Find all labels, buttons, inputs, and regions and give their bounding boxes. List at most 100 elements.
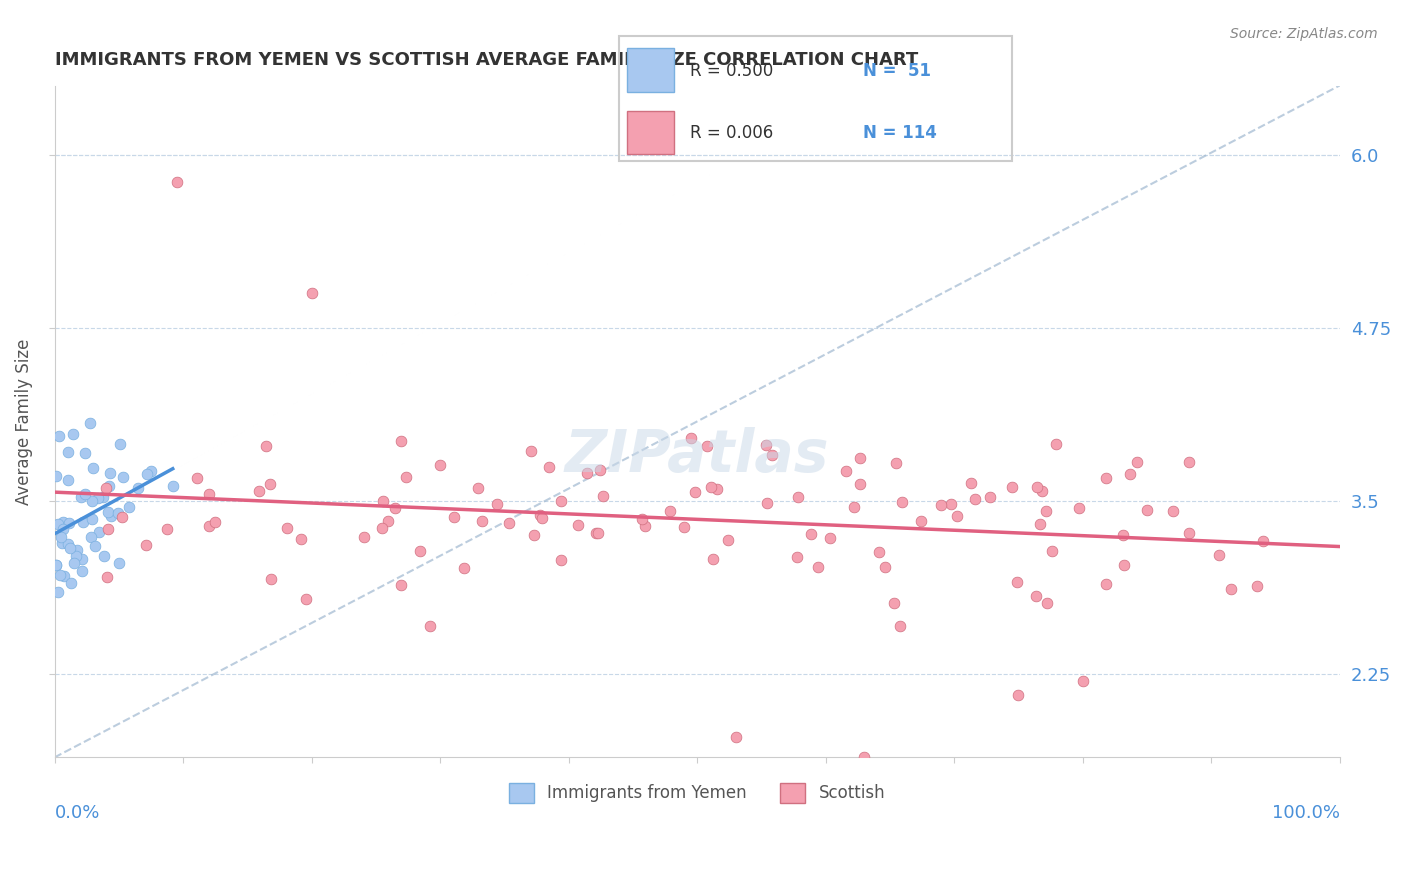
Point (498, 516, 520, 530)
Point (301, 286, 323, 301)
Point (633, 519, 655, 533)
Point (49, 568, 72, 582)
Point (395, 469, 418, 483)
Point (1246, 579, 1268, 593)
Point (127, 481, 149, 495)
Point (1208, 549, 1230, 563)
Point (45, 558, 67, 573)
Point (787, 490, 810, 504)
Point (186, 471, 208, 485)
Point (658, 504, 681, 518)
Point (389, 578, 412, 592)
Point (706, 482, 728, 496)
Point (72, 515, 94, 529)
Point (786, 550, 808, 565)
Point (53, 568, 76, 582)
Point (1178, 525, 1201, 540)
Point (97, 522, 120, 536)
Point (82, 460, 104, 475)
Text: ZIPatlas: ZIPatlas (565, 426, 830, 483)
Point (696, 439, 718, 453)
Point (467, 481, 489, 495)
Point (295, 591, 318, 606)
Point (1119, 467, 1142, 481)
Point (1112, 528, 1135, 542)
Point (1112, 558, 1135, 572)
Point (204, 516, 226, 530)
Point (589, 463, 612, 477)
Point (849, 450, 872, 465)
Point (52, 516, 75, 530)
Point (353, 530, 375, 544)
Point (373, 494, 395, 508)
Point (717, 533, 740, 548)
Point (755, 496, 778, 510)
Text: 0.0%: 0.0% (55, 805, 100, 822)
Point (429, 458, 451, 472)
Point (453, 561, 475, 575)
Point (1251, 534, 1274, 549)
Point (931, 498, 953, 512)
Point (110, 437, 132, 451)
Point (80, 530, 103, 544)
Point (135, 467, 157, 481)
Point (550, 494, 572, 508)
Point (384, 500, 406, 515)
Point (118, 500, 141, 515)
Point (75, 486, 97, 500)
Point (567, 518, 589, 533)
Point (48, 429, 70, 443)
Text: N = 114: N = 114 (863, 124, 936, 142)
Point (1029, 516, 1052, 531)
Point (70, 491, 93, 505)
Point (84, 539, 107, 553)
Point (60, 576, 83, 591)
Point (486, 497, 509, 511)
Point (72, 564, 94, 578)
Point (107, 507, 129, 521)
Point (156, 522, 179, 536)
Point (1095, 471, 1118, 485)
Point (247, 483, 270, 498)
Point (254, 439, 277, 453)
Point (1001, 480, 1024, 494)
Point (1040, 544, 1063, 558)
Point (1135, 503, 1157, 517)
Point (162, 478, 184, 492)
Text: R = 0.500: R = 0.500 (689, 62, 773, 79)
Point (1220, 582, 1243, 596)
Point (389, 434, 412, 448)
Point (884, 456, 907, 470)
Point (550, 553, 572, 567)
Point (409, 544, 432, 558)
Point (290, 533, 312, 547)
Point (520, 443, 543, 458)
Point (849, 477, 872, 491)
Point (98, 467, 121, 481)
Point (910, 515, 932, 529)
Point (631, 512, 654, 526)
Point (45, 469, 67, 483)
Text: 100.0%: 100.0% (1271, 805, 1340, 822)
Point (1035, 503, 1057, 517)
Point (681, 431, 703, 445)
Point (1067, 500, 1090, 515)
Point (56, 473, 79, 487)
Point (46, 584, 69, 599)
Point (724, 730, 747, 744)
Point (79, 416, 101, 430)
Point (58, 516, 80, 530)
Point (523, 527, 546, 541)
Point (377, 514, 399, 528)
Point (111, 509, 134, 524)
Point (761, 448, 783, 462)
Point (1178, 455, 1201, 469)
Point (166, 176, 188, 190)
Point (1007, 574, 1029, 589)
Point (46, 516, 69, 531)
Point (529, 508, 551, 522)
Point (65, 549, 87, 563)
Point (959, 476, 981, 491)
Point (70, 552, 93, 566)
Y-axis label: Average Family Size: Average Family Size (15, 338, 32, 505)
